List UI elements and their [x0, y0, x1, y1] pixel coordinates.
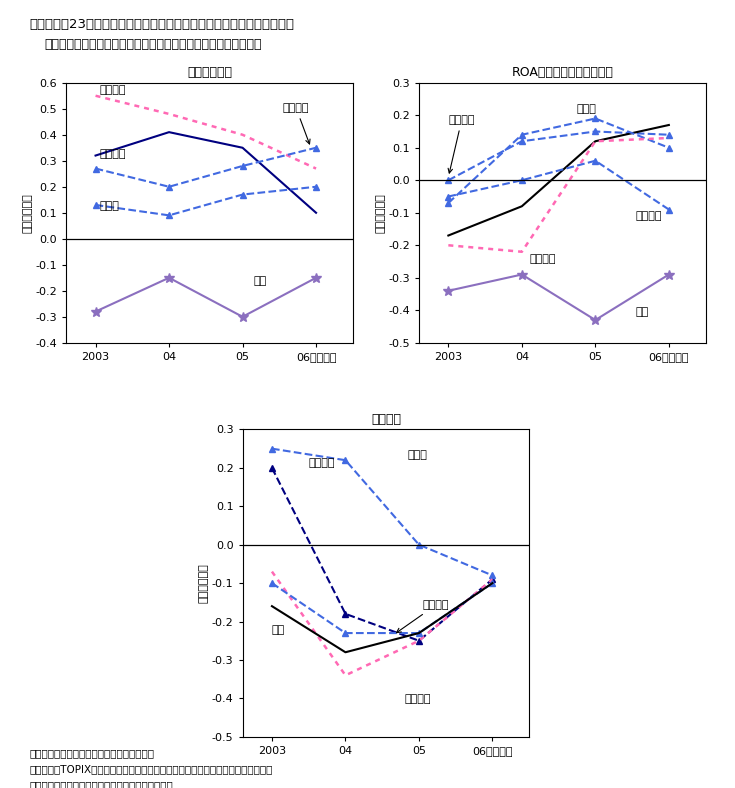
Y-axis label: （相関係数）: （相関係数） [199, 563, 209, 603]
Text: 機関投資家は、ＲＯＡが高い企業に投資する傾向がみられる。: 機関投資家は、ＲＯＡが高い企業に投資する傾向がみられる。 [44, 38, 262, 50]
Text: 第２－５－23図　機関投資家の株式保有額と各種企業経営指標との関係: 第２－５－23図 機関投資家の株式保有額と各種企業経営指標との関係 [29, 18, 295, 31]
Text: 個人: 個人 [636, 307, 649, 317]
Text: 年金信託: 年金信託 [99, 85, 126, 95]
Text: （備考）１．東京証券取引所資料より作成。: （備考）１．東京証券取引所資料より作成。 [29, 749, 154, 759]
Text: 年金信託: 年金信託 [529, 254, 556, 263]
Text: 投資信託: 投資信託 [448, 115, 475, 173]
Text: 生命保険: 生命保険 [283, 103, 310, 144]
Title: 株価リターン: 株価リターン [187, 65, 232, 79]
Text: 外国人: 外国人 [408, 450, 428, 460]
Y-axis label: （相関係数）: （相関係数） [376, 193, 385, 232]
Text: 外国人: 外国人 [99, 201, 119, 211]
Text: 投資信託: 投資信託 [99, 149, 126, 159]
Y-axis label: （相関係数）: （相関係数） [23, 193, 32, 232]
Text: ２．TOPIX上昇率の相関係数は当期、配当性向、総資本営業利益率は前期。: ２．TOPIX上昇率の相関係数は当期、配当性向、総資本営業利益率は前期。 [29, 764, 273, 775]
Text: 個人: 個人 [254, 277, 267, 286]
Text: 個人: 個人 [272, 625, 285, 635]
Text: 年金信託: 年金信託 [404, 694, 431, 704]
Text: ３．株価リターンは、前年度からの上昇率。: ３．株価リターンは、前年度からの上昇率。 [29, 780, 173, 788]
Text: 投資信託: 投資信託 [309, 458, 335, 468]
Text: 生命保険: 生命保険 [636, 211, 662, 221]
Text: 外国人: 外国人 [577, 104, 597, 114]
Title: ROA（総資本営業利益率）: ROA（総資本営業利益率） [512, 65, 613, 79]
Text: 生命保険: 生命保険 [396, 600, 449, 633]
Title: 配当性向: 配当性向 [371, 412, 401, 426]
